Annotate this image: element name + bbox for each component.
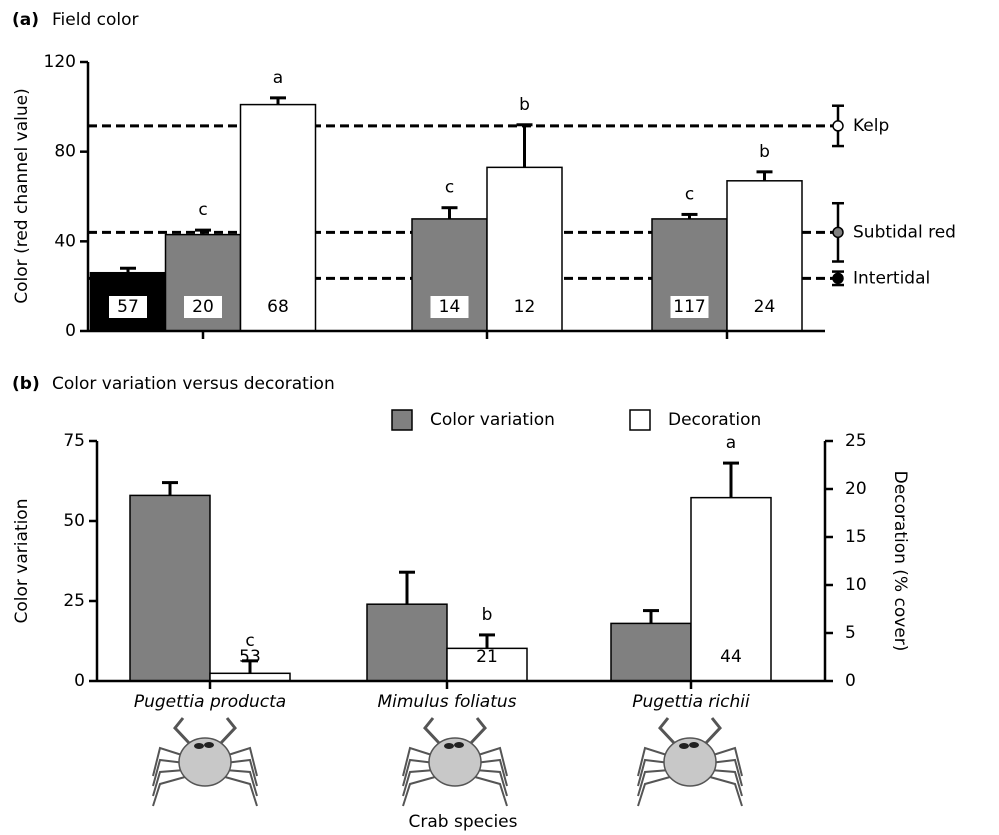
reference-marker: [833, 273, 843, 283]
x-tick-label: Mimulus foliatus: [377, 692, 516, 712]
sample-size-label: 68: [267, 297, 289, 317]
panel-label: (b): [12, 374, 40, 394]
chart-title: Field color: [52, 10, 139, 30]
reference-label: Subtidal red: [853, 222, 956, 242]
sample-size-label: 44: [720, 647, 742, 667]
y2-tick-label: 10: [845, 575, 867, 595]
y2-tick-label: 20: [845, 479, 867, 499]
significance-letter: c: [685, 184, 694, 204]
crab-decoration: [194, 743, 204, 749]
reference-label: Kelp: [853, 116, 889, 136]
sample-size-label: 117: [673, 297, 705, 317]
sample-size-label: 20: [192, 297, 214, 317]
crab-decoration: [679, 743, 689, 749]
sample-size-label: 53: [239, 647, 261, 667]
y2-tick-label: 15: [845, 527, 867, 547]
significance-letter: b: [519, 95, 530, 115]
crab-claw: [705, 718, 720, 744]
bar: [130, 495, 210, 681]
y2-tick-label: 25: [845, 431, 867, 451]
reference-label: Intertidal: [853, 268, 930, 288]
y2-tick-label: 0: [845, 671, 856, 691]
y2-axis-label: Decoration (% cover): [890, 471, 910, 652]
sample-size-label: 21: [476, 647, 498, 667]
y2-tick-label: 5: [845, 623, 856, 643]
significance-letter: b: [759, 142, 770, 162]
crab-claw: [660, 718, 675, 744]
figure: (a) Field color Color (red channel value…: [0, 0, 999, 835]
y-tick-label: 50: [63, 511, 85, 531]
sample-size-label: 57: [117, 297, 139, 317]
crab-claw: [175, 718, 190, 744]
sample-size-label: 12: [514, 297, 536, 317]
significance-letter: b: [482, 605, 493, 625]
significance-letter: c: [445, 178, 454, 198]
x-axis-label: Crab species: [409, 812, 518, 832]
x-tick-label: Pugettia richii: [632, 692, 750, 712]
y-tick-label: 80: [54, 142, 76, 162]
chart-title: Color variation versus decoration: [52, 374, 335, 394]
y-tick-label: 75: [63, 431, 85, 451]
crab-claw: [220, 718, 235, 744]
legend-label: Decoration: [668, 410, 761, 430]
legend-label: Color variation: [430, 410, 555, 430]
y-tick-label: 0: [65, 321, 76, 341]
legend-swatch: [630, 410, 650, 430]
significance-letter: a: [726, 433, 736, 453]
reference-marker: [833, 121, 843, 131]
crab-decoration: [204, 742, 214, 748]
crab-decoration: [454, 742, 464, 748]
crab-claw: [470, 718, 485, 744]
sample-size-label: 14: [439, 297, 461, 317]
y-tick-label: 40: [54, 231, 76, 251]
reference-marker: [833, 227, 843, 237]
y-tick-label: 0: [74, 671, 85, 691]
significance-letter: c: [198, 200, 207, 220]
y-axis-label: Color (red channel value): [12, 88, 32, 303]
bar: [611, 623, 691, 681]
panel-label: (a): [12, 10, 39, 30]
y-tick-label: 120: [44, 52, 76, 72]
y-tick-label: 25: [63, 591, 85, 611]
crab-claw: [425, 718, 440, 744]
crab-decoration: [444, 743, 454, 749]
y-axis-label: Color variation: [12, 499, 32, 624]
x-tick-label: Pugettia producta: [134, 692, 286, 712]
significance-letter: a: [273, 68, 283, 88]
sample-size-label: 24: [754, 297, 776, 317]
bar: [367, 604, 447, 681]
legend-swatch: [392, 410, 412, 430]
crab-decoration: [689, 742, 699, 748]
